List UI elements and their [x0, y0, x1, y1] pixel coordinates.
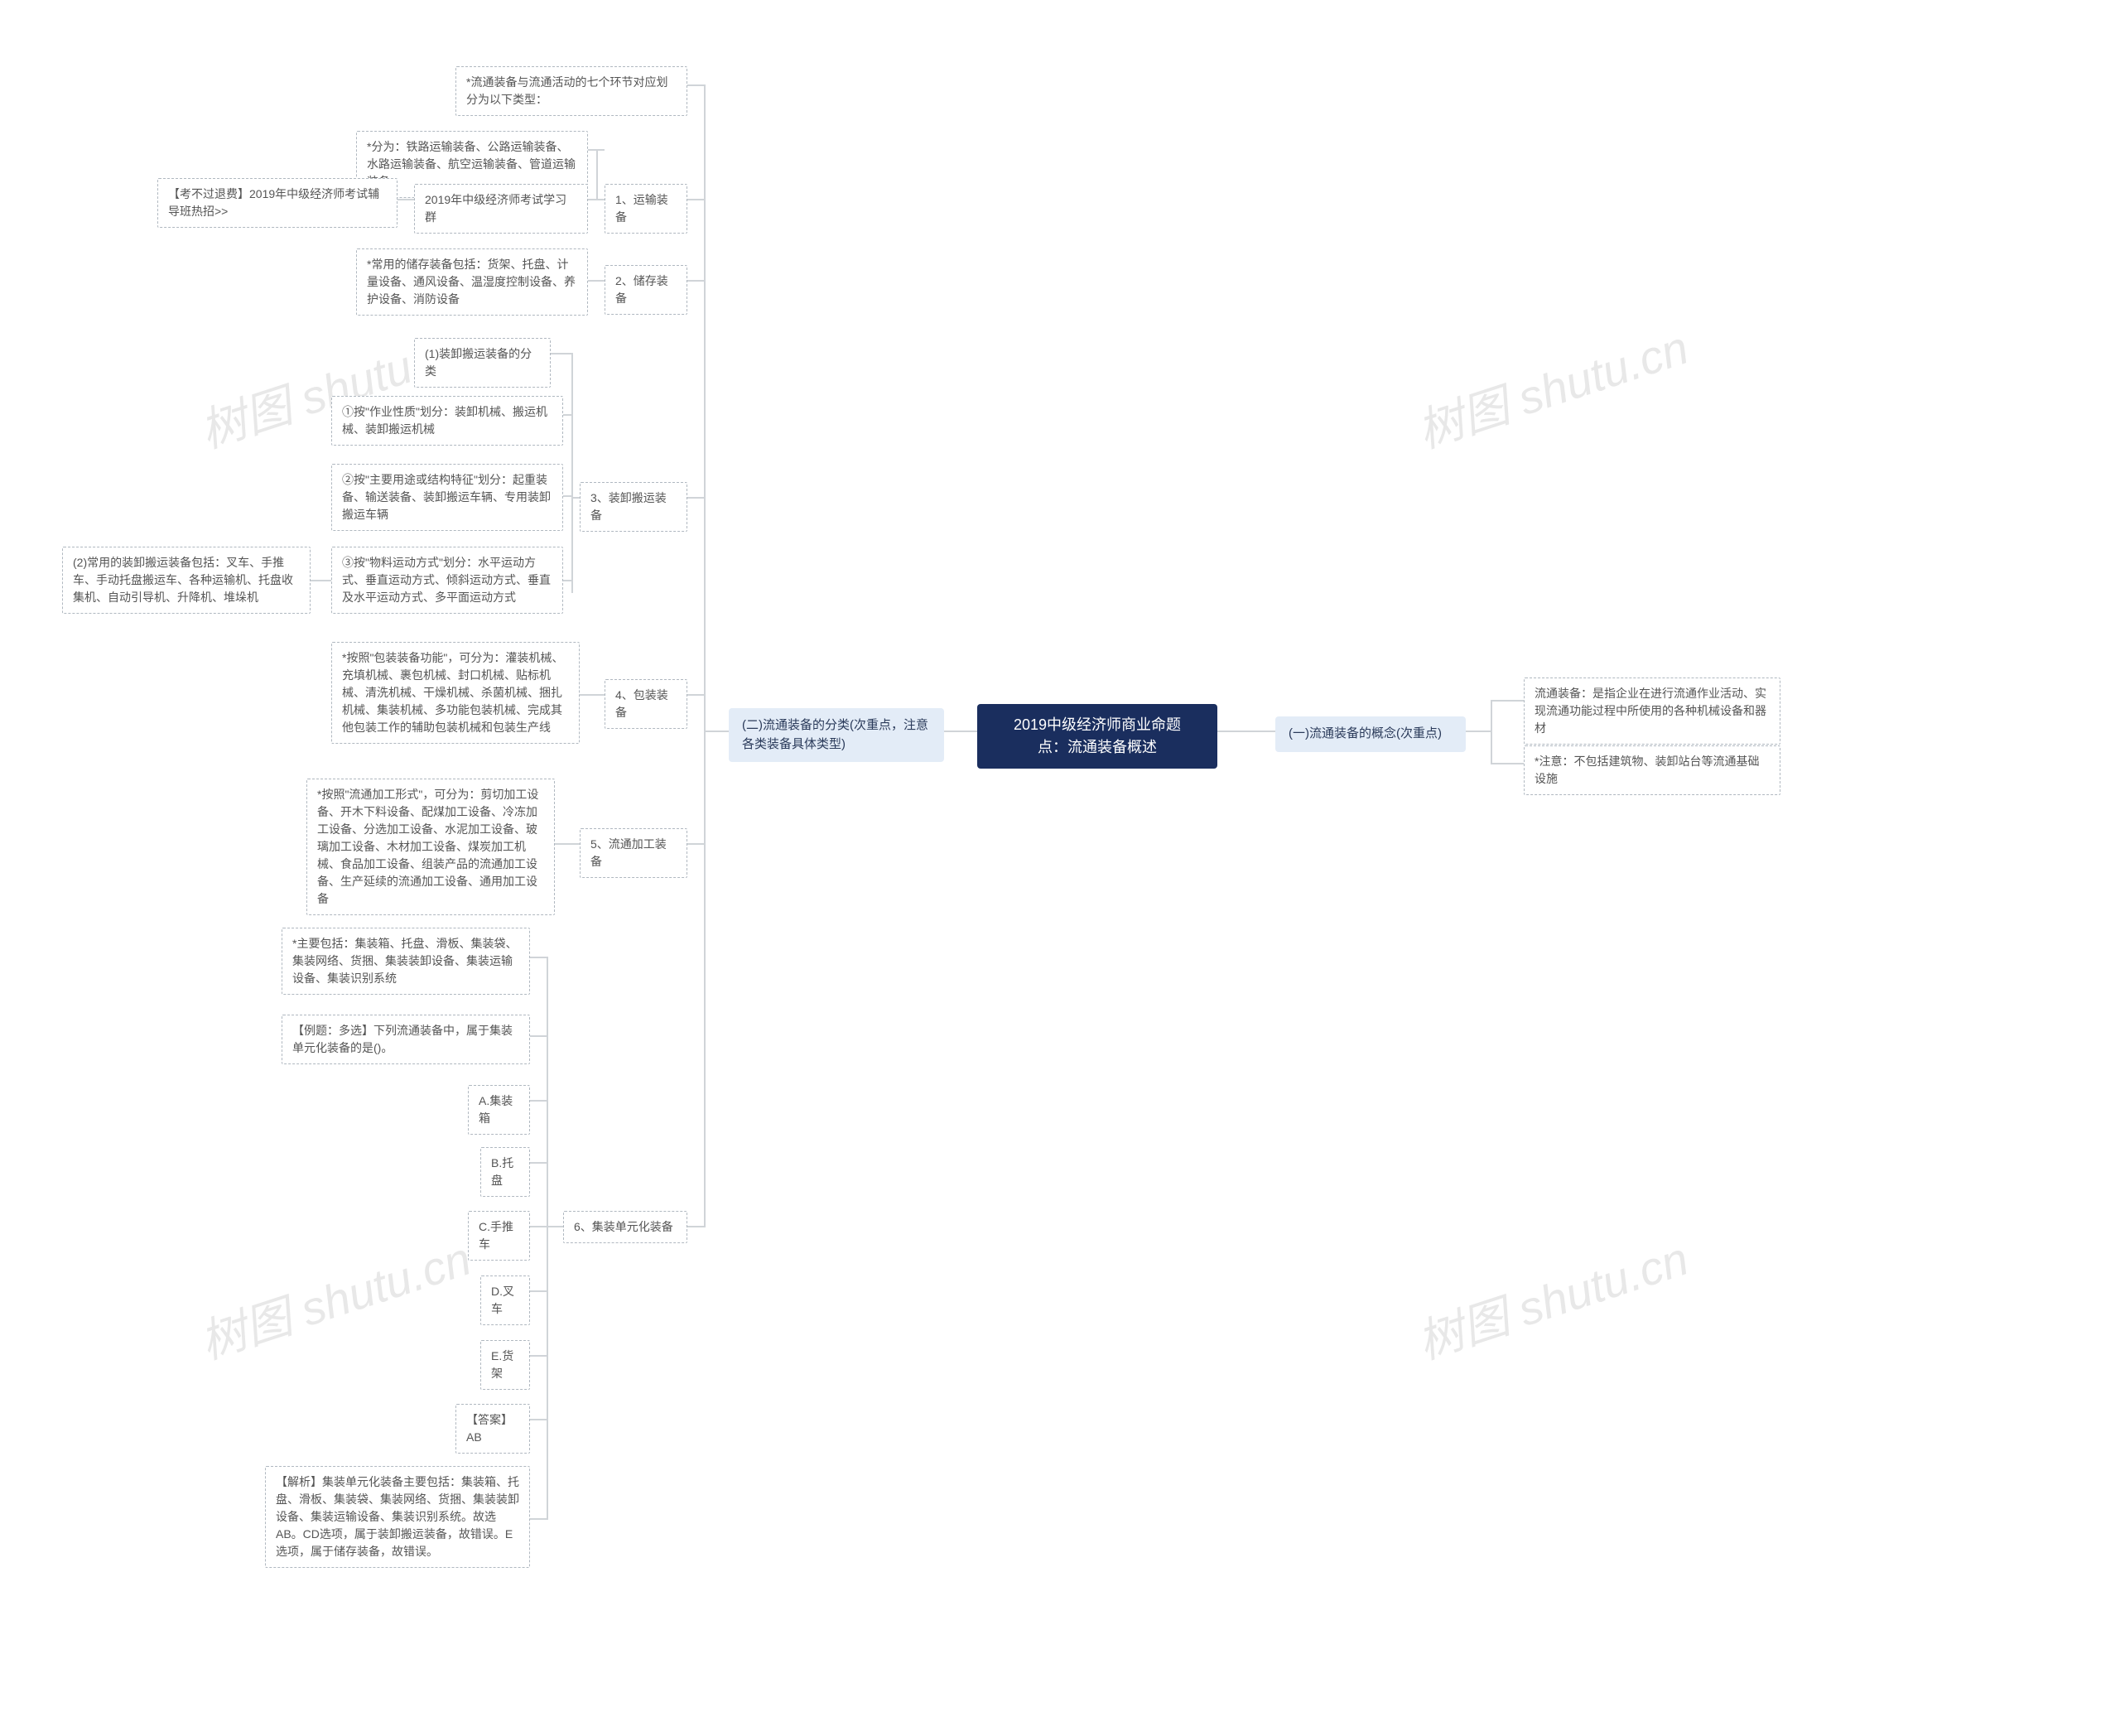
cat6-main: *主要包括：集装箱、托盘、滑板、集装袋、集装网络、货捆、集装装卸设备、集装运输设… [282, 928, 530, 995]
cat3-sub1: ①按"作业性质"划分：装卸机械、搬运机械、装卸搬运机械 [331, 396, 563, 446]
cat4-label: 4、包装装备 [605, 679, 687, 729]
cat5-detail: *按照"流通加工形式"，可分为：剪切加工设备、开木下料设备、配煤加工设备、冷冻加… [306, 779, 555, 915]
connector [311, 580, 331, 581]
connector [687, 84, 706, 86]
cat2-label: 2、储存装备 [605, 265, 687, 315]
connector [588, 280, 605, 282]
connector [687, 280, 706, 282]
connector [687, 1226, 706, 1227]
cat3-sub2: ②按"主要用途或结构特征"划分：起重装备、输送装备、装卸搬运车辆、专用装卸搬运车… [331, 464, 563, 531]
connector [563, 580, 573, 581]
section-classification: (二)流通装备的分类(次重点，注意 各类装备具体类型) [729, 708, 944, 762]
cat1-extra-promo: 【考不过退费】2019年中级经济师考试辅导班热招>> [157, 178, 398, 228]
connector [398, 199, 414, 200]
connector [704, 731, 729, 732]
connector [530, 1100, 548, 1102]
cat1-extra-study: 2019年中级经济师考试学习群 [414, 184, 588, 234]
connector [551, 353, 573, 354]
cat6-optD: D.叉车 [480, 1275, 530, 1325]
connector [571, 497, 580, 499]
cat2-detail: *常用的储存装备包括：货架、托盘、计量设备、通风设备、温湿度控制设备、养护设备、… [356, 248, 588, 316]
cat6-label: 6、集装单元化装备 [563, 1211, 687, 1243]
connector [555, 843, 580, 845]
cat3-sub3: ③按"物料运动方式"划分：水平运动方式、垂直运动方式、倾斜运动方式、垂直及水平运… [331, 547, 563, 614]
connector [530, 1419, 548, 1420]
connector [547, 957, 548, 1520]
connector [687, 843, 706, 845]
connector [530, 1162, 548, 1164]
connector [580, 694, 605, 696]
watermark: 树图 shutu.cn [1408, 311, 1696, 461]
watermark: 树图 shutu.cn [1408, 1222, 1696, 1372]
watermark: 树图 shutu.cn [190, 1222, 479, 1372]
concept-note: *注意：不包括建筑物、装卸站台等流通基础设施 [1524, 745, 1780, 795]
connector [530, 1226, 548, 1227]
cat3-sub0: (1)装卸搬运装备的分类 [414, 338, 551, 388]
connector [1491, 700, 1524, 702]
cat4-detail: *按照"包装装备功能"，可分为：灌装机械、充填机械、裹包机械、封口机械、贴标机械… [331, 642, 580, 744]
cat1-label: 1、运输装备 [605, 184, 687, 234]
connector [1217, 731, 1275, 732]
cat3-extra: (2)常用的装卸搬运装备包括：叉车、手推车、手动托盘搬运车、各种运输机、托盘收集… [62, 547, 311, 614]
section-classification-l2: 各类装备具体类型) [742, 735, 931, 755]
connector [530, 1355, 548, 1357]
connector [1491, 763, 1524, 764]
section-classification-l1: (二)流通装备的分类(次重点，注意 [742, 716, 931, 735]
connector [687, 497, 706, 499]
intro-node: *流通装备与流通活动的七个环节对应划分为以下类型： [455, 66, 687, 116]
connector [563, 495, 573, 497]
root-line2: 点：流通装备概述 [992, 736, 1202, 759]
connector [530, 957, 548, 958]
connector [944, 731, 977, 732]
connector [1491, 700, 1492, 764]
cat6-optC: C.手推车 [468, 1211, 530, 1261]
section-concept: (一)流通装备的概念(次重点) [1275, 716, 1466, 752]
connector [571, 353, 573, 593]
connector [563, 414, 573, 416]
connector [1466, 731, 1491, 732]
concept-definition: 流通装备：是指企业在进行流通作业活动、实现流通功能过程中所使用的各种机械设备和器… [1524, 678, 1780, 745]
connector [687, 694, 706, 696]
cat5-label: 5、流通加工装备 [580, 828, 687, 878]
root-line1: 2019中级经济师商业命题 [992, 714, 1202, 736]
cat6-optB: B.托盘 [480, 1147, 530, 1197]
connector [530, 1035, 548, 1037]
connector [596, 149, 598, 200]
cat6-question: 【例题：多选】下列流通装备中，属于集装单元化装备的是()。 [282, 1015, 530, 1064]
connector [704, 84, 706, 1227]
cat6-optE: E.货架 [480, 1340, 530, 1390]
cat6-optA: A.集装箱 [468, 1085, 530, 1135]
connector [687, 199, 706, 200]
cat6-explanation: 【解析】集装单元化装备主要包括：集装箱、托盘、滑板、集装袋、集装网络、货捆、集装… [265, 1466, 530, 1568]
cat3-label: 3、装卸搬运装备 [580, 482, 687, 532]
connector [530, 1290, 548, 1292]
root-node: 2019中级经济师商业命题 点：流通装备概述 [977, 704, 1217, 769]
cat6-answer: 【答案】AB [455, 1404, 530, 1454]
connector [530, 1518, 548, 1520]
connector [547, 1226, 563, 1227]
